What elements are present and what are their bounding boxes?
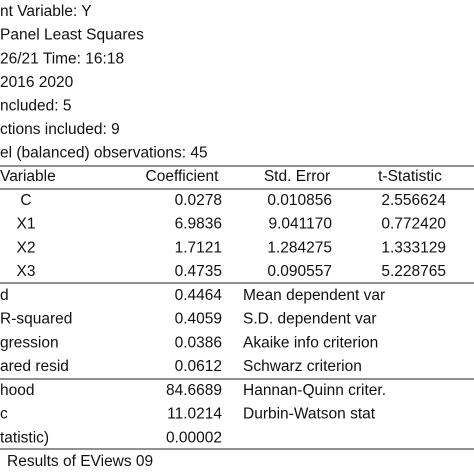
- header-line: ncluded: 5: [0, 97, 72, 114]
- stat-label: Mean dependent var: [243, 287, 385, 304]
- cell: 1.333129: [381, 239, 446, 256]
- stat-value: 0.4059: [175, 311, 222, 328]
- stat-label: ared resid: [0, 358, 69, 375]
- cell: 1.7121: [175, 239, 222, 256]
- variable-name: C: [20, 192, 31, 209]
- column-header: Coefficient: [146, 168, 220, 185]
- variable-name: X3: [17, 263, 36, 280]
- header-line: 2016 2020: [0, 74, 74, 91]
- stat-value: 0.00002: [166, 429, 222, 446]
- column-header: Std. Error: [264, 168, 330, 185]
- stat-label: gression: [0, 334, 59, 351]
- stat-label: Hannan-Quinn criter.: [243, 382, 386, 399]
- header-line: 26/21 Time: 16:18: [0, 50, 124, 67]
- variable-name: X1: [17, 216, 36, 233]
- header-line: nt Variable: Y: [0, 3, 92, 20]
- column-header: Variable: [0, 168, 56, 185]
- stat-label: tatistic): [0, 429, 49, 446]
- stat-value: 84.6689: [166, 382, 222, 399]
- column-header: t-Statistic: [378, 168, 442, 185]
- cell: 6.9836: [175, 216, 222, 233]
- stat-label: c: [0, 406, 8, 423]
- stat-label: hood: [0, 382, 34, 399]
- cell: 0.090557: [267, 263, 332, 280]
- header-line: ctions included: 9: [0, 121, 120, 138]
- stat-label: Akaike info criterion: [243, 334, 378, 351]
- stat-value: 0.0386: [175, 334, 222, 351]
- cell: 0.010856: [267, 192, 332, 209]
- stat-label: S.D. dependent var: [243, 311, 377, 328]
- stat-label: R-squared: [0, 311, 72, 328]
- cell: 9.041170: [269, 216, 333, 233]
- stat-label: Durbin-Watson stat: [243, 406, 376, 423]
- stat-value: 0.0612: [175, 358, 222, 375]
- cell: 0.772420: [381, 216, 446, 233]
- cell: 2.556624: [381, 192, 446, 209]
- stat-label: d: [0, 287, 9, 304]
- header-line: el (balanced) observations: 45: [0, 145, 208, 162]
- caption: Results of EViews 09: [7, 453, 153, 470]
- header-line: Panel Least Squares: [0, 27, 144, 44]
- stat-value: 0.4464: [175, 287, 223, 304]
- variable-name: X2: [17, 239, 36, 256]
- cell: 0.4735: [175, 263, 222, 280]
- stat-value: 11.0214: [167, 406, 222, 423]
- stat-label: Schwarz criterion: [243, 358, 362, 375]
- cell: 0.0278: [175, 192, 222, 209]
- cell: 5.228765: [381, 263, 446, 280]
- cell: 1.284275: [267, 239, 332, 256]
